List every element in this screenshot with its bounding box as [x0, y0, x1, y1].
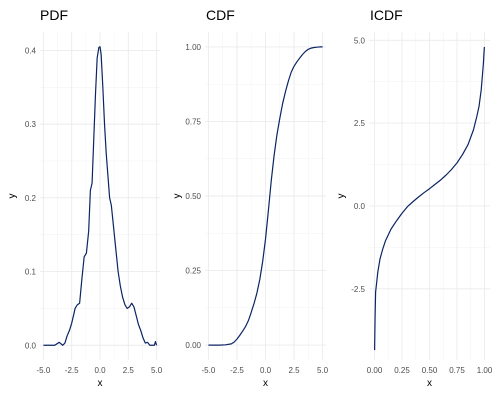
cdf-x-tick-label: 2.5 [288, 366, 300, 375]
icdf-x-tick-label: 1.00 [477, 366, 493, 375]
cdf-y-axis-label: y [172, 194, 183, 199]
icdf-y-tick-label: 5.0 [354, 36, 366, 45]
cdf-x-tick-label: -2.5 [230, 366, 244, 375]
icdf-y-tick-label: 0.0 [354, 202, 366, 211]
cdf-title: CDF [206, 7, 235, 23]
cdf-y-tick-label: 0.50 [185, 192, 201, 201]
cdf-y-tick-label: 0.00 [185, 341, 201, 350]
pdf-x-tick-label: 0.0 [94, 366, 106, 375]
cdf-series-line [208, 46, 323, 346]
icdf-y-axis-label: y [336, 194, 347, 199]
icdf-x-tick-label: 0.00 [367, 366, 383, 375]
cdf-y-tick-label: 0.25 [185, 267, 201, 276]
icdf-y-tick-label: 2.5 [354, 119, 366, 128]
cdf-x-tick-label: 5.0 [317, 366, 329, 375]
icdf-x-tick-label: 0.50 [422, 366, 438, 375]
cdf-x-tick-label: 0.0 [260, 366, 272, 375]
cdf-x-axis-label: x [263, 378, 268, 389]
pdf-y-tick-label: 0.3 [25, 120, 37, 129]
icdf-series-line [374, 46, 485, 351]
pdf-x-axis-label: x [98, 378, 103, 389]
pdf-y-axis-label: y [7, 194, 18, 199]
icdf-y-tick-label: -2.5 [351, 285, 365, 294]
cdf-y-tick-label: 0.75 [185, 117, 201, 126]
pdf-x-tick-label: -2.5 [65, 366, 79, 375]
pdf-series-line [43, 46, 158, 346]
cdf-x-tick-label: -5.0 [202, 366, 216, 375]
icdf-panel: 0.00 0.25 0.50 0.75 1.00 -2.5 0.0 2.5 5.0 ICDF x y [336, 7, 493, 389]
pdf-x-tick-label: -5.0 [36, 366, 50, 375]
pdf-y-tick-label: 0.2 [25, 194, 37, 203]
pdf-panel: -5.0 -2.5 0.0 2.5 5.0 0.0 0.1 0.2 0.3 0.4 PDF x y [7, 7, 163, 389]
cdf-panel: -5.0 -2.5 0.0 2.5 5.0 0.00 0.25 0.50 0.75 1.00 CDF… [172, 7, 329, 389]
icdf-x-tick-label: 0.25 [394, 366, 410, 375]
cdf-y-tick-label: 1.00 [185, 43, 201, 52]
icdf-x-axis-label: x [427, 378, 432, 389]
icdf-title: ICDF [370, 7, 403, 23]
icdf-x-tick-label: 0.75 [449, 366, 465, 375]
pdf-y-tick-label: 0.4 [25, 46, 37, 55]
pdf-y-tick-label: 0.1 [25, 268, 37, 277]
pdf-title: PDF [40, 7, 68, 23]
pdf-x-tick-label: 2.5 [123, 366, 135, 375]
pdf-y-tick-label: 0.0 [25, 341, 37, 350]
pdf-x-tick-label: 5.0 [151, 366, 163, 375]
